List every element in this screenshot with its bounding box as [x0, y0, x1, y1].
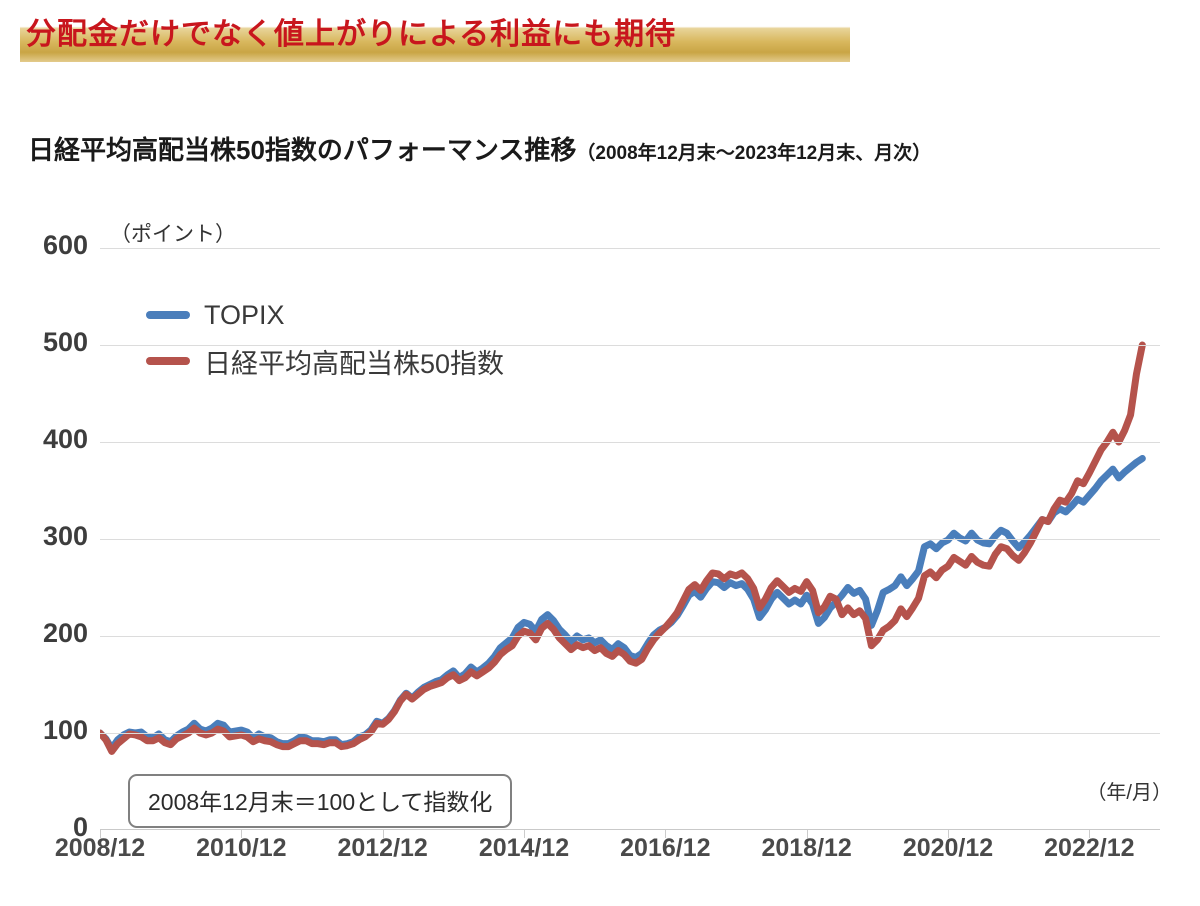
- y-axis-tick-100: 100: [42, 715, 88, 745]
- x-tickmark: [1089, 830, 1091, 838]
- x-axis-tick-2014-12: 2014/12: [478, 834, 570, 862]
- x-tickmark: [524, 830, 525, 838]
- gridline: [100, 248, 1160, 249]
- x-axis-line: [100, 829, 1160, 830]
- legend-label-nikkei-high-dividend-50: 日経平均高配当株50指数: [204, 348, 505, 379]
- legend-swatch-nikkei-high-dividend-50: [146, 357, 190, 365]
- header-highlight-bar: [20, 14, 850, 62]
- gridline: [100, 539, 1160, 540]
- x-axis-unit-label: （年/月）: [1086, 782, 1172, 804]
- legend-item-nikkei-high-dividend-50: 日経平均高配当株50指数: [146, 338, 504, 384]
- x-axis-tick-2010-12: 2010/12: [196, 834, 287, 862]
- legend-item-topix: TOPIX: [146, 292, 504, 338]
- x-axis-tick-2016-12: 2016/12: [620, 834, 711, 862]
- gridline: [100, 636, 1160, 637]
- x-axis-tick-2018-12: 2018/12: [761, 834, 852, 862]
- chart-subtitle-main: 日経平均高配当株50指数のパフォーマンス推移: [28, 135, 577, 165]
- gridline: [100, 442, 1160, 443]
- legend-swatch-topix: [146, 311, 190, 319]
- x-axis-ticklabels: 2008/12 2010/12 2012/12 2014/12 2016/12 2018/…: [0, 834, 1200, 874]
- x-axis-tick-2022-12: 2022/12: [1044, 834, 1135, 862]
- y-axis-tick-400: 400: [42, 424, 88, 454]
- x-axis-tick-2012-12: 2012/12: [337, 834, 428, 862]
- series-line-nikkei-high-dividend-50: [100, 341, 1146, 755]
- series-line-topix: [100, 454, 1146, 753]
- x-axis-tick-2008-12: 2008/12: [54, 834, 146, 862]
- y-axis-tick-200: 200: [42, 618, 88, 648]
- gridline: [100, 345, 1160, 346]
- header-banner: 分配金だけでなく値上がりによる利益にも期待: [0, 0, 1200, 72]
- x-tickmark: [806, 830, 808, 838]
- y-axis-tick-0: 0: [72, 812, 88, 842]
- x-tickmark: [100, 830, 101, 838]
- x-tickmark: [382, 830, 384, 838]
- gridline: [100, 733, 1160, 734]
- x-tickmark: [948, 830, 949, 838]
- index-base-note: 2008年12月末＝100として指数化: [128, 774, 513, 828]
- chart-subtitle: 日経平均高配当株50指数のパフォーマンス推移（2008年12月末〜2023年12…: [28, 130, 931, 167]
- page-title: 分配金だけでなく値上がりによる利益にも期待: [26, 18, 677, 51]
- legend-label-topix: TOPIX: [204, 299, 285, 330]
- x-tickmark: [665, 830, 667, 838]
- y-axis-tick-300: 300: [42, 521, 88, 551]
- y-axis-unit-label: （ポイント）: [110, 223, 236, 246]
- line-chart: （ポイント） （年/月） 0 100 200 300 400 500 600 2008/12…: [0, 196, 1200, 906]
- chart-legend: TOPIX 日経平均高配当株50指数: [146, 292, 504, 384]
- y-axis-tick-600: 600: [42, 230, 88, 260]
- y-axis-tick-500: 500: [42, 327, 88, 357]
- series-lines: [100, 341, 1146, 755]
- x-axis-tick-2020-12: 2020/12: [902, 834, 994, 862]
- x-tickmark: [241, 830, 243, 838]
- chart-subtitle-period: （2008年12月末〜2023年12月末、月次）: [576, 143, 932, 164]
- plot-area: [100, 248, 1160, 838]
